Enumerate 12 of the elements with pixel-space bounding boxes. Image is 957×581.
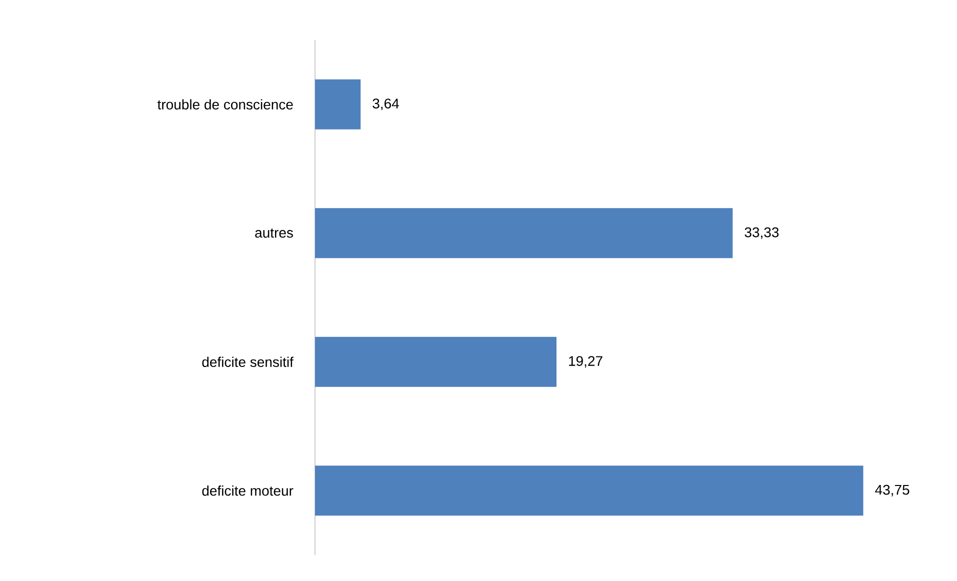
y-tick-label: deficite moteur — [202, 485, 294, 496]
data-label: 3,64 — [372, 98, 399, 110]
bar — [315, 79, 361, 130]
data-label: 43,75 — [875, 484, 910, 496]
bar — [315, 208, 733, 258]
y-tick-label: trouble de conscience — [158, 99, 293, 110]
y-tick-label: deficite sensitif — [202, 356, 294, 368]
bar — [315, 466, 864, 516]
bar — [315, 336, 556, 387]
data-label: 19,27 — [569, 356, 602, 368]
data-label: 33,33 — [744, 227, 779, 239]
y-tick-label: autres — [255, 228, 293, 238]
